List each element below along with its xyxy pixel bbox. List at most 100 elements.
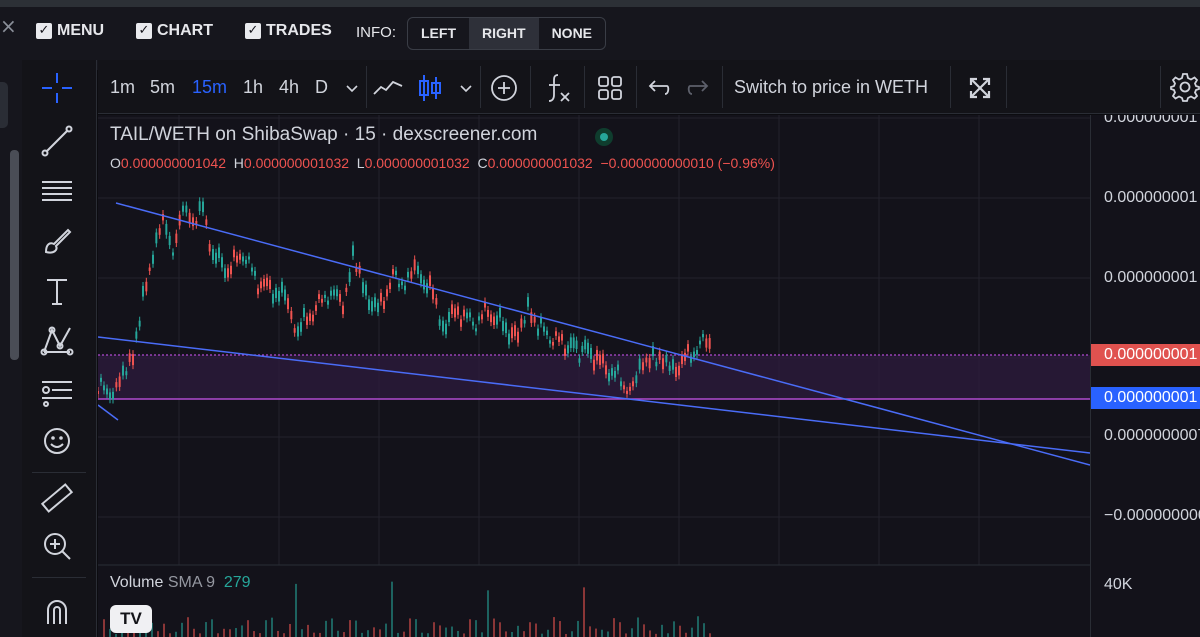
volume-bar	[331, 618, 333, 637]
drawing-toolbar	[22, 60, 97, 637]
price-label: −0.0000000003	[1104, 507, 1200, 524]
volume-bar	[523, 631, 525, 637]
magnet-icon[interactable]	[36, 590, 78, 632]
line-chart-icon[interactable]	[372, 72, 404, 104]
candle-body	[103, 385, 105, 391]
info-none-option[interactable]: NONE	[551, 25, 593, 41]
settings-icon[interactable]	[1170, 72, 1200, 107]
candle-body	[145, 281, 148, 292]
crosshair-icon[interactable]	[36, 67, 78, 109]
candle-body	[626, 390, 628, 394]
checkbox-icon[interactable]: ✓	[136, 23, 152, 39]
candle-body	[549, 340, 551, 344]
brush-icon[interactable]	[36, 220, 78, 262]
candle-body	[533, 316, 536, 323]
volume-bar	[343, 632, 345, 637]
timeframe-1m[interactable]: 1m	[110, 77, 136, 97]
text-icon[interactable]	[36, 270, 78, 312]
candle-body	[352, 245, 354, 256]
volume-bar	[391, 581, 393, 637]
pattern-icon[interactable]	[36, 320, 78, 362]
volume-bar	[175, 631, 177, 637]
volume-label: Volume	[110, 574, 164, 591]
volume-bar	[109, 628, 111, 637]
fx-icon[interactable]	[542, 72, 574, 104]
candle-body	[342, 305, 344, 315]
candle-body	[175, 233, 178, 244]
emoji-icon[interactable]	[36, 420, 78, 462]
horizontal-lines-icon[interactable]	[36, 170, 78, 212]
timeframe-d[interactable]: D	[315, 77, 328, 97]
panel-tab[interactable]	[0, 82, 8, 128]
candle-body	[138, 320, 141, 327]
candle-body	[508, 333, 510, 345]
volume-bar	[583, 587, 585, 637]
candle-body	[377, 302, 379, 313]
chevron-down-icon[interactable]	[450, 72, 482, 104]
candle-body	[230, 265, 232, 275]
price-axis[interactable]: 0.000000001 0.000000001 0.000000001 0.00…	[1090, 115, 1200, 637]
candle-body	[192, 217, 194, 227]
trend-line-icon[interactable]	[36, 120, 78, 162]
switch-price-button[interactable]: Switch to price in WETH	[734, 77, 929, 97]
price-chart[interactable]	[98, 115, 1090, 637]
volume-bar	[661, 624, 663, 637]
close-icon[interactable]: ×	[0, 14, 17, 38]
candle-body	[478, 316, 480, 321]
forecast-icon[interactable]	[36, 370, 78, 412]
candle-body	[100, 377, 102, 382]
timeframe-4h[interactable]: 4h	[279, 77, 300, 97]
candle-body	[658, 351, 661, 360]
candle-body	[581, 345, 584, 352]
fullscreen-icon[interactable]	[964, 72, 996, 104]
candle-body	[188, 212, 191, 224]
trades-toggle[interactable]: ✓ TRADES	[245, 22, 332, 40]
volume-bar	[187, 617, 189, 637]
chevron-down-icon[interactable]	[336, 72, 368, 104]
checkbox-icon[interactable]: ✓	[245, 23, 261, 39]
candle-body	[281, 281, 283, 293]
candle-body	[638, 358, 641, 370]
candle-body	[517, 331, 519, 343]
candles-icon[interactable]	[414, 72, 446, 104]
ruler-icon[interactable]	[36, 477, 78, 519]
candle-body	[426, 283, 428, 294]
candle-body	[705, 338, 708, 348]
candle-body	[208, 244, 211, 252]
candle-body	[365, 284, 367, 296]
menu-toggle[interactable]: ✓ MENU	[36, 22, 104, 40]
info-left-option[interactable]: LEFT	[421, 25, 456, 41]
candle-body	[608, 372, 610, 382]
candle-body	[348, 272, 351, 283]
volume-bar	[247, 620, 249, 637]
candle-body	[575, 340, 578, 349]
info-right-option[interactable]: RIGHT	[469, 18, 539, 49]
undo-icon[interactable]	[643, 72, 675, 104]
tradingview-logo: TV	[110, 605, 152, 633]
zoom-in-icon[interactable]	[36, 525, 78, 567]
timeframe-5m[interactable]: 5m	[150, 77, 176, 97]
candle-body	[336, 289, 338, 297]
candle-body	[128, 353, 131, 362]
candle-body	[198, 201, 201, 212]
candle-body	[195, 220, 198, 225]
chart-toolbar: 1m 5m 15m 1h 4h D Switch to price in WET…	[98, 60, 1200, 114]
candle-body	[665, 354, 668, 363]
timeframe-1h[interactable]: 1h	[243, 77, 264, 97]
chart-toggle[interactable]: ✓ CHART	[136, 22, 213, 40]
volume-bar	[547, 629, 549, 637]
panel-scrollbar[interactable]	[10, 150, 19, 360]
candle-body	[632, 381, 634, 387]
redo-icon[interactable]	[682, 72, 714, 104]
checkbox-icon[interactable]: ✓	[36, 23, 52, 39]
toolbar-divider	[32, 472, 86, 473]
candle-body	[368, 299, 370, 311]
candle-body	[297, 326, 299, 337]
timeframe-15m[interactable]: 15m	[192, 77, 228, 97]
candle-body	[109, 392, 111, 400]
chart-pane[interactable]: TAIL/WETH on ShibaSwap · 15 · dexscreene…	[98, 115, 1090, 637]
layout-icon[interactable]	[594, 72, 626, 104]
add-indicator-icon[interactable]	[488, 72, 520, 104]
high-key: H	[233, 155, 244, 171]
candle-body	[315, 305, 317, 311]
